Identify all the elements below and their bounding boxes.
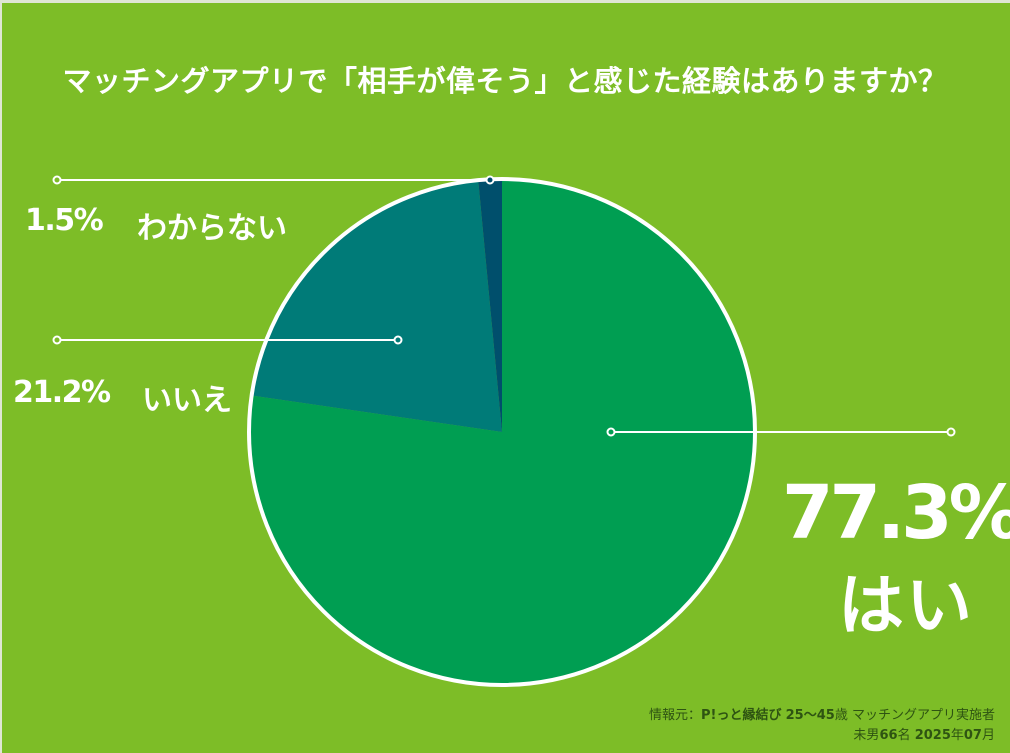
pie-slice-hai [248, 179, 756, 686]
pie-slice-wakaranai [478, 179, 502, 432]
leader-dot-hai-outer [946, 427, 956, 437]
source-age-unit: 歳 [834, 708, 848, 723]
source-count: 66 [879, 728, 898, 743]
pie-slice-iie [251, 180, 502, 432]
source-note: 情報元：P!っと縁結び 25〜45歳 マッチングアプリ実施者 未男66名 202… [520, 706, 995, 746]
source-brand: P!っと縁結び [701, 708, 782, 723]
source-month-unit: 月 [981, 728, 995, 743]
source-line-1: 情報元：P!っと縁結び 25〜45歳 マッチングアプリ実施者 [520, 706, 995, 726]
label-wakaranai-percent: 1.5% [25, 203, 104, 238]
leader-dot-wakaranai-outer [52, 175, 62, 185]
label-wakaranai-category: わからない [137, 211, 287, 246]
leader-dot-hai-inner [606, 427, 616, 437]
source-line2-prefix: 未男 [853, 728, 880, 743]
leader-dot-wakaranai-inner [485, 175, 495, 185]
source-year: 2025 [914, 728, 951, 743]
label-iie-category: いいえ [142, 383, 232, 418]
leader-dot-iie-outer [52, 335, 62, 345]
source-audience: マッチングアプリ実施者 [851, 708, 995, 723]
source-month: 07 [963, 728, 982, 743]
chart-title: マッチングアプリで「相手が偉そう」と感じた経験はありますか？ [62, 64, 948, 98]
label-iie-percent: 21.2% [13, 375, 111, 410]
source-year-unit: 年 [950, 728, 964, 743]
source-line-2: 未男66名 2025年07月 [520, 726, 995, 746]
source-count-unit: 名 [897, 728, 911, 743]
label-hai-percent: 77.3% [782, 470, 1010, 556]
leader-dot-iie-inner [393, 335, 403, 345]
source-prefix: 情報元： [649, 708, 702, 723]
source-age: 25〜45 [785, 708, 835, 723]
label-hai-category: はい [838, 567, 974, 644]
